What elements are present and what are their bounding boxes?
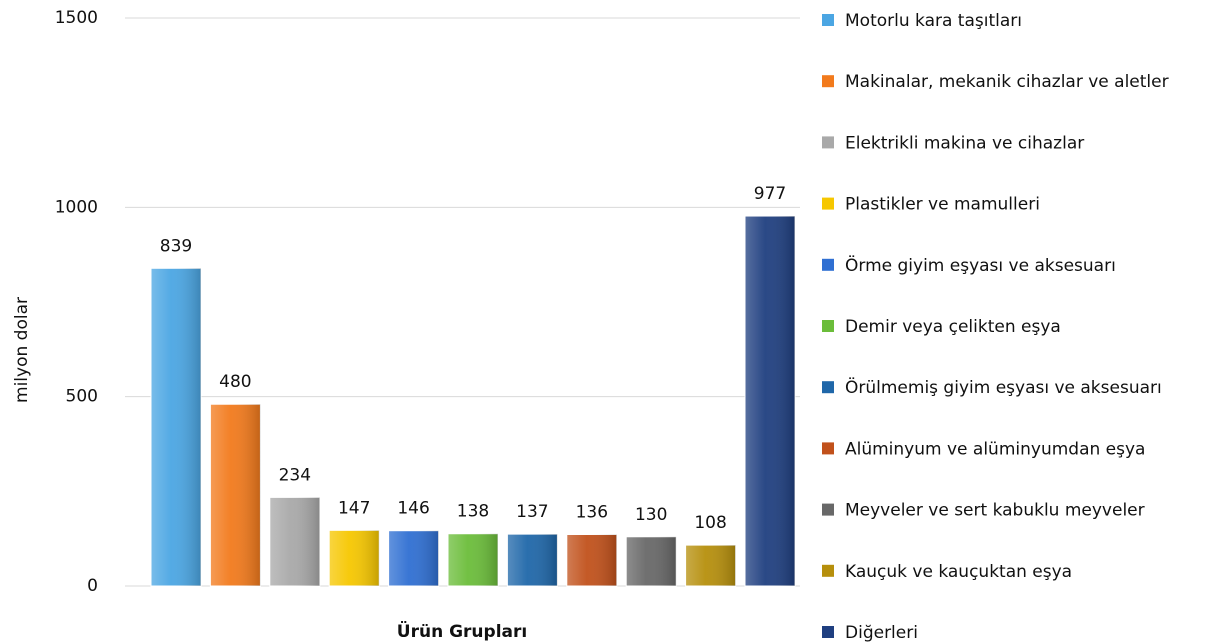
legend-label: Meyveler ve sert kabuklu meyveler [845,501,1145,521]
data-label: 138 [457,502,489,522]
legend-label: Diğerleri [845,623,918,642]
legend-label: Demir veya çelikten eşya [845,317,1061,337]
bar-shine [507,534,558,586]
legend-swatch [822,442,834,455]
legend-label: Motorlu kara taşıtları [845,11,1022,31]
y-tick-label: 0 [87,576,98,596]
legend-swatch [822,626,834,638]
x-axis-label: Ürün Grupları [397,620,527,642]
data-label: 108 [694,513,726,533]
bar-shine [269,497,320,586]
data-label: 130 [635,505,667,525]
bar-shine [685,545,736,586]
bar-shine [745,216,795,586]
legend-label: Kauçuk ve kauçuktan eşya [845,562,1072,582]
data-label: 136 [576,503,608,523]
y-tick-label: 1000 [55,197,98,217]
legend-swatch [822,320,834,332]
data-label: 234 [279,465,311,485]
data-label: 839 [160,236,192,256]
data-label: 480 [219,372,251,392]
bar-shine [329,530,380,586]
legend-swatch [822,197,834,210]
y-tick-label: 500 [66,387,98,407]
bar-shine [388,530,439,586]
legend-label: Plastikler ve mamulleri [845,195,1040,215]
legend-swatch [822,381,834,394]
legend-swatch [822,503,834,516]
bar-shine [210,404,261,586]
data-label: 146 [397,499,429,519]
legend-label: Alüminyum ve alüminyumdan eşya [845,439,1145,459]
data-label: 147 [338,498,370,518]
legend-swatch [822,258,834,271]
y-tick-label: 1500 [55,8,98,28]
y-axis-label: milyon dolar [12,297,32,403]
legend-swatch [822,564,834,577]
legend-label: Elektrikli makina ve cihazlar [845,133,1084,153]
legend-swatch [822,75,834,88]
legend-label: Örme giyim eşyası ve aksesuarı [845,254,1116,276]
legend-label: Makinalar, mekanik cihazlar ve aletler [845,72,1169,92]
data-label: 977 [754,184,786,204]
bar-shine [566,534,617,586]
data-label: 137 [516,502,548,522]
bar-shine [151,268,201,586]
bar-shine [448,533,498,586]
legend-swatch [822,14,834,26]
bar-shine [626,536,677,586]
legend-swatch [822,136,834,149]
legend-label: Örülmemiş giyim eşyası ve aksesuarı [845,376,1162,398]
